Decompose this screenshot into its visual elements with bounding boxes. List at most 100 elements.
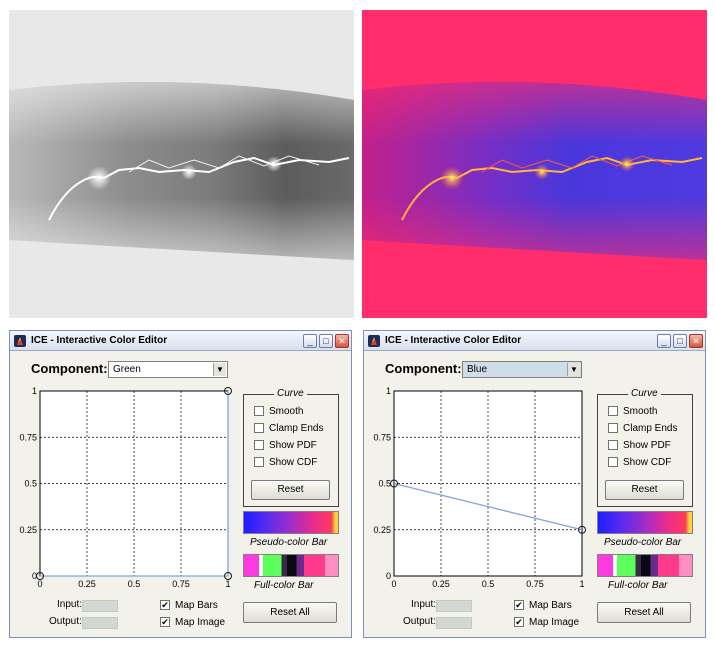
map-bars-option[interactable]: ✔ Map Bars [514, 599, 572, 611]
map-image-checkbox[interactable]: ✔ [160, 617, 170, 627]
y-tick-label: 0.25 [19, 525, 37, 535]
full-color-bar [243, 554, 339, 577]
full-color-bar-label: Full-color Bar [608, 580, 668, 591]
ice-window-blue: ICE - Interactive Color Editor _ □ ✕ Com… [363, 330, 706, 638]
output-field [82, 617, 118, 629]
maximize-icon[interactable]: □ [319, 334, 333, 348]
output-label: Output: [49, 616, 82, 627]
ice-window-green: ICE - Interactive Color Editor _ □ ✕ Com… [9, 330, 352, 638]
map-image-option[interactable]: ✔ Map Image [514, 616, 579, 628]
component-value: Blue [467, 364, 488, 375]
matlab-icon [368, 335, 380, 347]
pseudo-color-image [362, 10, 707, 318]
show-pdf-option[interactable]: Show PDF [254, 439, 317, 451]
y-tick-label: 0 [32, 571, 37, 581]
component-label: Component: [385, 361, 462, 376]
y-tick-label: 1 [32, 386, 37, 396]
x-tick-label: 0 [37, 579, 42, 589]
pseudo-color-bar-label: Pseudo-color Bar [250, 537, 328, 548]
smooth-label: Smooth [269, 405, 304, 417]
y-tick-label: 0.25 [373, 525, 391, 535]
chevron-down-icon[interactable]: ▼ [567, 363, 580, 376]
show-pdf-option[interactable]: Show PDF [608, 439, 671, 451]
control-point[interactable] [224, 572, 232, 580]
reset-all-button[interactable]: Reset All [243, 602, 337, 623]
show-cdf-checkbox[interactable] [608, 457, 618, 467]
x-tick-label: 0.25 [432, 579, 450, 589]
window-title: ICE - Interactive Color Editor [385, 335, 522, 346]
map-image-option[interactable]: ✔ Map Image [160, 616, 225, 628]
input-label: Input: [411, 599, 437, 610]
minimize-icon[interactable]: _ [303, 334, 317, 348]
x-tick-label: 0.25 [78, 579, 96, 589]
curve-plot[interactable]: 0 0.25 0.5 0.75 1 1 0.75 0.5 0.25 0 [364, 376, 594, 591]
show-pdf-label: Show PDF [623, 439, 671, 451]
show-cdf-checkbox[interactable] [254, 457, 264, 467]
matlab-icon [14, 335, 26, 347]
x-tick-label: 1 [225, 579, 230, 589]
show-cdf-option[interactable]: Show CDF [254, 456, 317, 468]
y-tick-label: 0.5 [378, 479, 391, 489]
x-tick-label: 0.5 [128, 579, 141, 589]
pseudo-color-bar [243, 511, 339, 534]
title-bar[interactable]: ICE - Interactive Color Editor _ □ ✕ [364, 331, 705, 351]
x-tick-label: 0.75 [526, 579, 544, 589]
control-point[interactable] [390, 479, 398, 488]
control-point[interactable] [224, 387, 232, 395]
smooth-label: Smooth [623, 405, 658, 417]
minimize-icon[interactable]: _ [657, 334, 671, 348]
component-label: Component: [31, 361, 108, 376]
input-label: Input: [57, 599, 83, 610]
smooth-option[interactable]: Smooth [608, 405, 657, 417]
pseudo-color-bar-label: Pseudo-color Bar [604, 537, 682, 548]
show-cdf-label: Show CDF [623, 456, 672, 468]
map-bars-checkbox[interactable]: ✔ [160, 600, 170, 610]
clamp-ends-label: Clamp Ends [623, 422, 678, 434]
full-color-bar [597, 554, 693, 577]
input-field [436, 600, 472, 612]
chevron-down-icon[interactable]: ▼ [213, 363, 226, 376]
maximize-icon[interactable]: □ [673, 334, 687, 348]
curve-plot[interactable]: 0 0.25 0.5 0.75 1 1 0.75 0.5 0.25 0 [10, 376, 240, 591]
x-tick-label: 0.75 [172, 579, 190, 589]
grayscale-xray-image [9, 10, 354, 318]
curve-options-group: Curve Smooth Clamp Ends Show PDF Show CD… [597, 388, 693, 507]
x-tick-label: 1 [579, 579, 584, 589]
map-image-checkbox[interactable]: ✔ [514, 617, 524, 627]
title-bar[interactable]: ICE - Interactive Color Editor _ □ ✕ [10, 331, 351, 351]
mapping-curve[interactable] [40, 391, 229, 577]
curve-group-title: Curve [628, 388, 661, 399]
clamp-ends-checkbox[interactable] [608, 423, 618, 433]
clamp-ends-checkbox[interactable] [254, 423, 264, 433]
close-icon[interactable]: ✕ [689, 334, 703, 348]
x-tick-label: 0.5 [482, 579, 495, 589]
show-pdf-checkbox[interactable] [254, 440, 264, 450]
reset-all-button[interactable]: Reset All [597, 602, 691, 623]
map-bars-label: Map Bars [529, 599, 572, 611]
clamp-ends-option[interactable]: Clamp Ends [608, 422, 677, 434]
control-point[interactable] [36, 572, 44, 580]
y-tick-label: 0.5 [24, 479, 37, 489]
mapping-curve[interactable] [393, 482, 583, 531]
y-tick-label: 0.75 [373, 432, 391, 442]
show-cdf-option[interactable]: Show CDF [608, 456, 671, 468]
component-dropdown[interactable]: Blue ▼ [462, 361, 582, 378]
control-point[interactable] [578, 525, 586, 534]
smooth-checkbox[interactable] [608, 406, 618, 416]
pseudo-color-bar [597, 511, 693, 534]
close-icon[interactable]: ✕ [335, 334, 349, 348]
y-tick-label: 1 [386, 386, 391, 396]
component-dropdown[interactable]: Green ▼ [108, 361, 228, 378]
window-title: ICE - Interactive Color Editor [31, 335, 168, 346]
smooth-option[interactable]: Smooth [254, 405, 303, 417]
map-bars-checkbox[interactable]: ✔ [514, 600, 524, 610]
smooth-checkbox[interactable] [254, 406, 264, 416]
reset-button[interactable]: Reset [251, 480, 330, 500]
y-tick-label: 0.75 [19, 432, 37, 442]
map-image-label: Map Image [175, 616, 226, 628]
show-pdf-checkbox[interactable] [608, 440, 618, 450]
reset-button[interactable]: Reset [605, 480, 684, 500]
clamp-ends-label: Clamp Ends [269, 422, 324, 434]
map-bars-option[interactable]: ✔ Map Bars [160, 599, 218, 611]
clamp-ends-option[interactable]: Clamp Ends [254, 422, 323, 434]
